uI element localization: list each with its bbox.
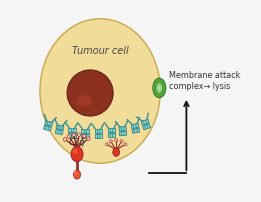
Circle shape bbox=[109, 140, 112, 143]
Circle shape bbox=[115, 139, 118, 142]
Polygon shape bbox=[108, 128, 115, 132]
Polygon shape bbox=[68, 133, 76, 137]
Ellipse shape bbox=[156, 82, 163, 94]
Circle shape bbox=[77, 133, 81, 136]
Ellipse shape bbox=[71, 147, 83, 162]
Ellipse shape bbox=[153, 78, 166, 98]
Polygon shape bbox=[55, 130, 63, 135]
Ellipse shape bbox=[40, 19, 160, 163]
Polygon shape bbox=[44, 125, 51, 131]
Circle shape bbox=[120, 140, 123, 143]
Ellipse shape bbox=[74, 170, 81, 179]
Polygon shape bbox=[68, 128, 76, 132]
Polygon shape bbox=[108, 133, 115, 137]
Circle shape bbox=[63, 138, 67, 141]
Text: C1q: C1q bbox=[69, 138, 86, 147]
Polygon shape bbox=[143, 124, 151, 130]
Circle shape bbox=[72, 133, 76, 137]
Circle shape bbox=[105, 143, 108, 146]
Ellipse shape bbox=[73, 149, 78, 154]
Polygon shape bbox=[94, 134, 102, 138]
Ellipse shape bbox=[74, 171, 77, 174]
Circle shape bbox=[86, 137, 90, 140]
Polygon shape bbox=[131, 123, 139, 128]
Polygon shape bbox=[45, 121, 53, 126]
Ellipse shape bbox=[76, 95, 92, 107]
Polygon shape bbox=[81, 129, 89, 133]
Ellipse shape bbox=[157, 85, 161, 91]
Text: Membrane attack
complex→ lysis: Membrane attack complex→ lysis bbox=[169, 71, 241, 91]
Circle shape bbox=[82, 134, 86, 138]
Ellipse shape bbox=[113, 148, 120, 156]
Polygon shape bbox=[119, 126, 126, 131]
Circle shape bbox=[124, 143, 127, 146]
Polygon shape bbox=[81, 134, 89, 138]
Polygon shape bbox=[119, 131, 127, 136]
Polygon shape bbox=[56, 125, 64, 130]
Text: Tumour cell: Tumour cell bbox=[72, 46, 128, 56]
Polygon shape bbox=[132, 128, 140, 133]
Ellipse shape bbox=[67, 70, 113, 116]
Polygon shape bbox=[94, 129, 102, 133]
Polygon shape bbox=[141, 119, 149, 125]
Circle shape bbox=[67, 135, 71, 138]
